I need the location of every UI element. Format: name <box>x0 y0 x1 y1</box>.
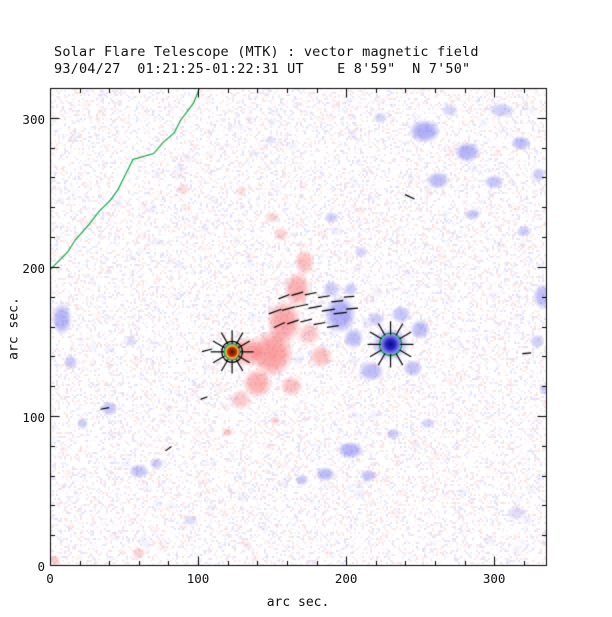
x-tick-label: 200 <box>334 571 358 586</box>
y-tick-label: 100 <box>22 409 45 425</box>
x-tick-label: 300 <box>482 571 506 586</box>
y-tick-label: 200 <box>22 260 45 276</box>
x-tick-label: 100 <box>186 571 210 586</box>
x-axis-label: arc sec. <box>266 595 330 610</box>
y-axis-label: arc sec. <box>6 297 22 360</box>
figure-title: Solar Flare Telescope (MTK) : vector mag… <box>54 44 479 60</box>
y-tick-label: 0 <box>37 559 45 574</box>
figure-subtitle: 93/04/27 01:21:25-01:22:31 UT E 8'59" N … <box>54 61 471 77</box>
y-tick-label: 300 <box>22 111 45 127</box>
x-tick-label: 0 <box>46 571 54 586</box>
